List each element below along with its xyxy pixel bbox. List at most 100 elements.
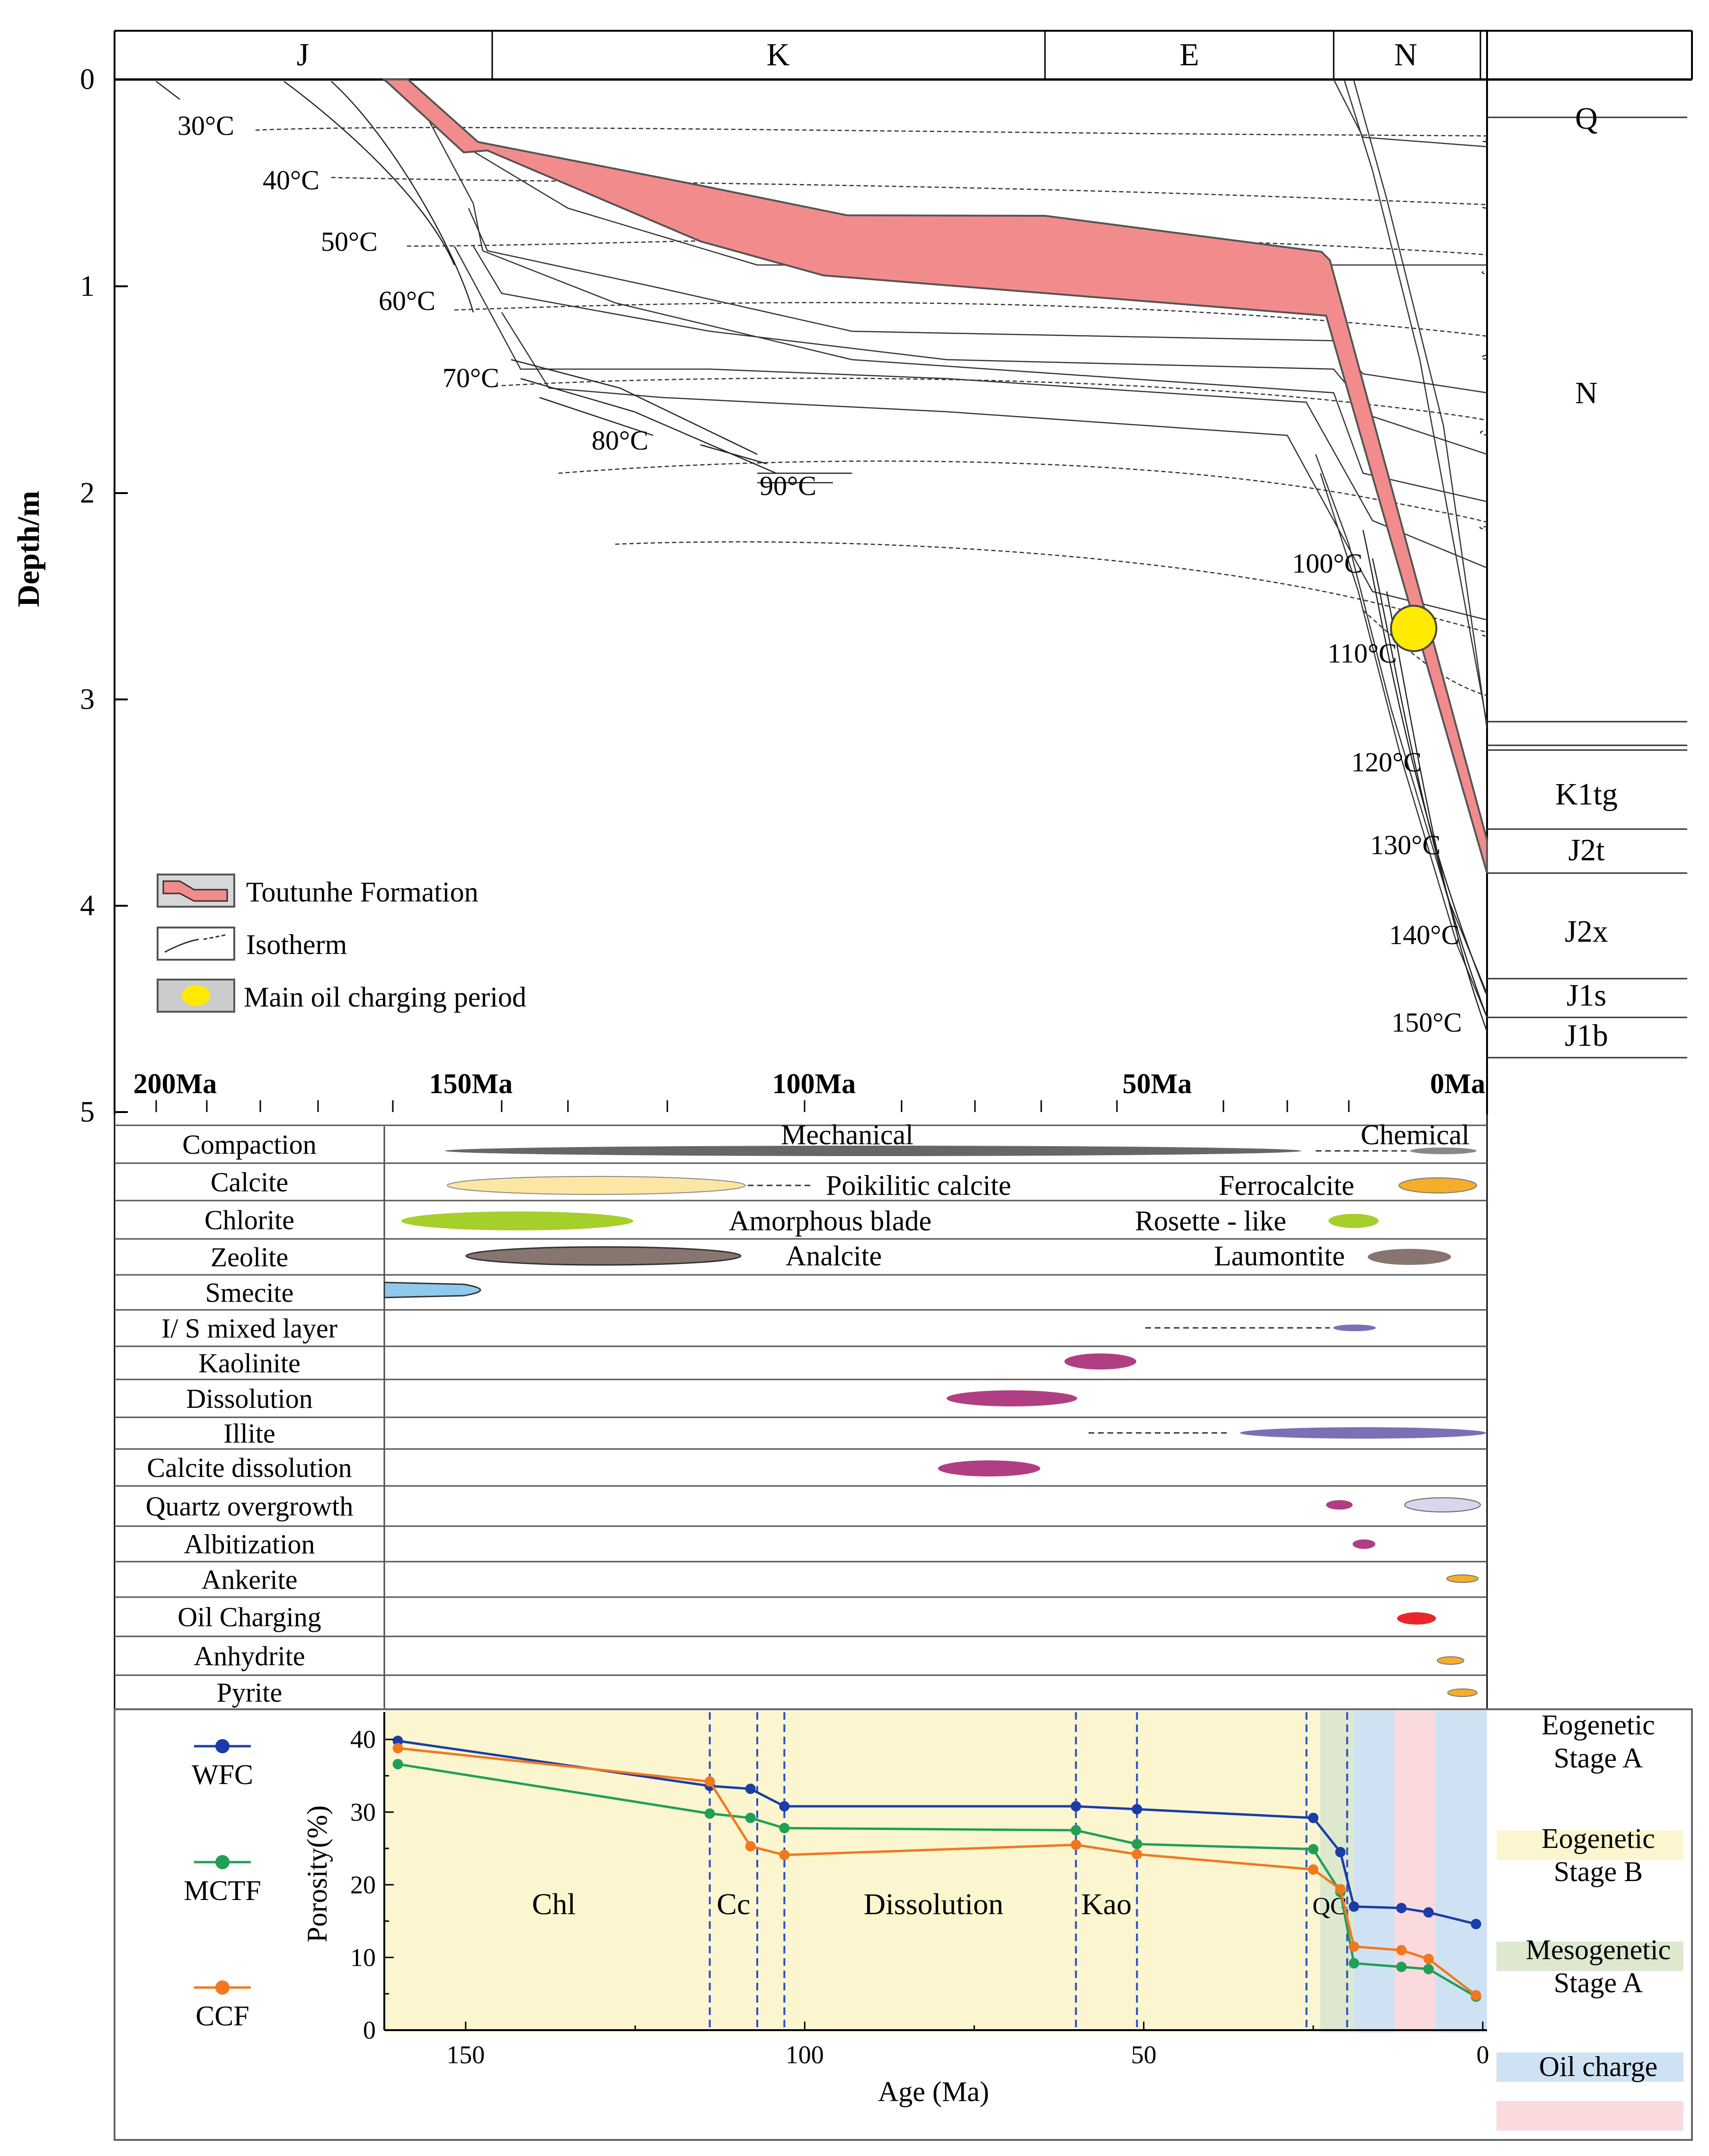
stage-legend-label: Mesogenetic Stage A (1526, 1934, 1671, 1998)
depth-axis: 0 1 2 3 4 5 Depth/m (11, 63, 128, 1128)
isotherm-label-80: 80°C (592, 425, 648, 456)
isotherm-label-110: 110°C (1328, 638, 1397, 669)
event-amorphous-chlorite (401, 1211, 633, 1230)
y-tick-label: 40 (350, 1725, 376, 1754)
data-point-wfc (392, 1735, 403, 1746)
note-ferrocalcite: Ferrocalcite (1219, 1170, 1355, 1201)
depth-tick-5: 5 (80, 1096, 95, 1128)
phase-label: Chl (532, 1887, 576, 1921)
data-point-ccf (745, 1841, 756, 1852)
data-point-wfc (745, 1784, 756, 1794)
stage-legend-label: Oil charge (1539, 2051, 1657, 2082)
isotherm-label-70: 70°C (443, 362, 499, 393)
event-illite (1240, 1427, 1486, 1439)
note-laumontite: Laumontite (1214, 1240, 1345, 1272)
legend-isotherm-label: Isotherm (246, 929, 347, 960)
y-tick-label: 0 (363, 2016, 376, 2044)
isotherm-label-130: 130°C (1370, 830, 1441, 860)
phase-labels: Chl Cc Dissolution Kao QG (532, 1887, 1348, 1921)
y-tick-label: 30 (350, 1798, 376, 1826)
data-point-ccf (1308, 1864, 1319, 1875)
data-point-ccf (704, 1776, 715, 1787)
note-rosette-like: Rosette - like (1135, 1205, 1286, 1237)
isotherm-label-100: 100°C (1292, 548, 1363, 579)
data-point-ccf (1396, 1945, 1407, 1956)
isotherm-label-60: 60°C (379, 285, 435, 316)
data-point-ccf (1470, 1990, 1481, 2001)
isotherm-label-90: 90°C (760, 470, 816, 501)
depth-tick-2: 2 (80, 477, 95, 509)
isotherm-label-150: 150°C (1391, 1007, 1462, 1038)
event-compaction-chemical (1410, 1148, 1477, 1154)
data-point-mctf (1132, 1838, 1142, 1849)
diagenesis-row-label: I/ S mixed layer (161, 1313, 337, 1344)
diagenesis-row-label: Oil Charging (177, 1602, 321, 1633)
diagenesis-row-label: Smecite (205, 1277, 294, 1308)
data-point-mctf (1071, 1825, 1081, 1836)
legend-marker-wfc (215, 1739, 230, 1753)
diagenesis-row-label: Chlorite (204, 1205, 294, 1236)
diagenesis-row-label: Quartz overgrowth (146, 1491, 354, 1522)
stage-backgrounds (384, 1711, 1487, 2032)
legend-label-ccf: CCF (195, 2000, 249, 2032)
stage-legend-swatch (1496, 1942, 1683, 1971)
data-point-ccf (1335, 1884, 1346, 1895)
data-point-ccf (1071, 1839, 1081, 1850)
event-smecite (383, 1281, 481, 1299)
diagenesis-row-label: Albitization (184, 1529, 315, 1560)
main-oil-charging-marker (1390, 605, 1437, 652)
temperature-lines (156, 80, 1487, 1032)
data-point-mctf (392, 1758, 403, 1769)
diagenesis-row-label: Ankerite (202, 1564, 298, 1595)
porosity-panel-frame (114, 1708, 1693, 2141)
data-point-wfc (1071, 1801, 1081, 1811)
event-analcite (465, 1246, 742, 1266)
phase-label: Dissolution (864, 1887, 1003, 1921)
depth-axis-title: Depth/m (11, 491, 46, 607)
diagenesis-events: Mechanical Chemical Poikilitic calcite F… (383, 1119, 1486, 1697)
event-pyrite (1447, 1688, 1478, 1697)
depth-tick-0: 0 (80, 63, 95, 96)
x-tick-label: 0 (1477, 2041, 1489, 2069)
legend-isotherm-swatch (164, 938, 199, 953)
x-tick-label: 50 (1131, 2041, 1157, 2069)
data-point-wfc (1308, 1812, 1319, 1823)
phase-label: Kao (1081, 1887, 1132, 1921)
age-axis: 200Ma 150Ma 100Ma 50Ma 0Ma (133, 1068, 1485, 1112)
isotherm-label-40: 40°C (263, 165, 319, 195)
phase-label: Cc (717, 1887, 750, 1921)
age-tick-150: 150Ma (429, 1068, 513, 1099)
diagenesis-row-label: Dissolution (186, 1383, 313, 1414)
data-point-ccf (779, 1849, 790, 1860)
y-tick-label: 10 (350, 1943, 376, 1971)
diagenesis-row-label: Compaction (182, 1129, 317, 1160)
stratum-K1tg: K1tg (1555, 777, 1618, 812)
period-header: J K E N (297, 31, 1481, 80)
isotherm-labels: 30°C 40°C 50°C 60°C 70°C 80°C 90°C 100°C… (177, 110, 1462, 1038)
stage-legend-swatch (1496, 1830, 1683, 1860)
data-point-ccf (392, 1743, 403, 1754)
isotherm-label-50: 50°C (321, 226, 378, 257)
period-label-J: J (297, 36, 309, 72)
event-poikilitic-calcite (447, 1176, 746, 1195)
note-amorphous-blade: Amorphous blade (729, 1205, 931, 1237)
legend-formation-swatch (162, 880, 228, 902)
y-axis-title: Porosity(%) (301, 1805, 333, 1943)
stratum-N: N (1575, 376, 1598, 410)
porosity-axes: 0 10 20 30 40 150 100 50 0 Age (Ma) Porosity(%) (301, 1712, 1489, 2107)
diagenesis-row-label: Calcite (211, 1167, 288, 1198)
data-point-ccf (1132, 1849, 1142, 1860)
series-legend: WFC MCTF CCF (184, 1739, 261, 2032)
data-point-ccf (1423, 1953, 1434, 1964)
depth-tick-3: 3 (80, 683, 95, 716)
note-analcite: Analcite (786, 1240, 882, 1272)
burial-history-panel: J K E N 0 1 2 3 4 5 Depth/m (11, 30, 1693, 1128)
diagenesis-row-label: Calcite dissolution (147, 1452, 352, 1483)
event-lines (708, 1712, 1348, 2030)
isotherms (255, 127, 1487, 697)
stage-band-eogenetic-b (1320, 1711, 1354, 2032)
stratum-J1s: J1s (1567, 978, 1606, 1013)
data-point-mctf (1396, 1962, 1407, 1972)
